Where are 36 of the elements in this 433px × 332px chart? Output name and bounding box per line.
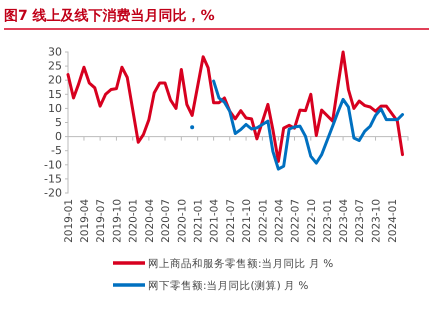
x-tick-label: 2021-07 [224,199,237,243]
y-tick-label: -5 [51,144,62,158]
x-tick-label: 2023-07 [354,199,366,243]
x-tick-label: 2021-10 [241,199,254,243]
y-tick-label: 25 [48,60,62,73]
x-tick-label: 2023-10 [370,199,383,243]
x-tick-label: 2022-07 [289,199,302,243]
y-tick-label: -10 [44,158,62,172]
y-tick-label: -20 [44,186,62,200]
x-tick-label: 2022-01 [257,199,270,243]
line-series [66,50,404,163]
x-tick-label: 2019-10 [111,199,124,243]
y-tick-label: 20 [48,74,62,87]
x-tick-label: 2023-01 [322,199,334,243]
x-tick-label: 2020-01 [128,199,140,243]
x-tick-label: 2019-04 [78,198,91,243]
y-tick-label: 15 [48,88,62,101]
y-tick-label: 30 [48,46,62,59]
legend-label: 网上商品和服务零售额:当月同比 月 % [148,257,334,270]
x-tick-label: 2020-04 [144,198,156,243]
x-tick-label: 2020-10 [176,199,188,243]
y-tick-label: 10 [48,102,62,115]
x-tick-label: 2023-04 [338,198,350,243]
x-tick-label: 2019-01 [63,199,75,243]
x-tick-label: 2021-01 [192,199,205,243]
x-tick-label: 2021-04 [208,198,221,243]
x-tick-label: 2022-04 [273,198,286,243]
chart-title: 图7 线上及线下消费当月同比，% [4,8,215,24]
x-tick-label: 2019-07 [95,199,108,243]
y-tick-label: 0 [55,130,62,144]
y-tick-label: -15 [44,172,62,186]
legend-label: 网下零售额:当月同比(测算) 月 % [148,279,308,292]
y-tick-label: 5 [55,116,62,130]
x-tick-label: 2024-01 [386,199,399,243]
x-tick-label: 2020-07 [160,199,172,243]
x-tick-label: 2022-10 [306,199,318,243]
